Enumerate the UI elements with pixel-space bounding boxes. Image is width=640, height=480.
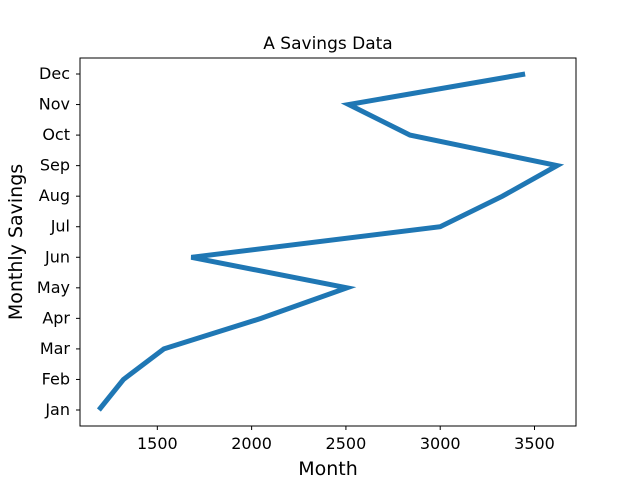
x-tick-label: 3000 [420,434,461,453]
y-tick-label: Jul [50,217,70,236]
y-tick-label: Dec [39,64,70,83]
y-tick-label: May [37,278,70,297]
y-tick-label: Jan [44,400,70,419]
plot-area: Jan Feb Mar Apr May Jun Jul Aug Sep Oct Nov Dec 1500… [37,57,577,453]
y-axis-label: Monthly Savings [5,164,27,320]
y-tick-label: Sep [40,156,70,175]
series-line [96,71,565,412]
y-tick-label: Aug [39,186,70,205]
x-tick-label: 2000 [231,434,272,453]
y-tick-label: Jun [44,247,70,266]
x-tick-label: 3500 [514,434,555,453]
x-axis-label: Month [298,458,358,480]
x-tick-label: 1500 [137,434,178,453]
y-tick-label: Feb [42,369,70,388]
chart-title: A Savings Data [263,34,392,54]
x-tick-label: 2500 [326,434,367,453]
y-tick-label: Apr [42,308,70,327]
y-tick-label: Oct [42,125,70,144]
axes-frame [79,57,577,427]
y-tick-label: Mar [40,339,71,358]
y-tick-label: Nov [39,95,70,114]
